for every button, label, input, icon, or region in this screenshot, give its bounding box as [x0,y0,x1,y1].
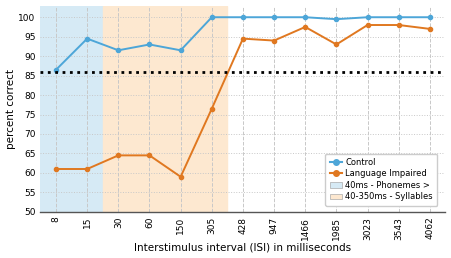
X-axis label: Interstimulus interval (ISI) in milliseconds: Interstimulus interval (ISI) in millisec… [134,243,351,252]
Legend: Control, Language Impaired, 40ms - Phonemes >, 40-350ms - Syllables: Control, Language Impaired, 40ms - Phone… [326,154,437,206]
Bar [103,6,227,212]
Y-axis label: percent correct: percent correct [5,69,15,149]
Bar [41,6,103,212]
